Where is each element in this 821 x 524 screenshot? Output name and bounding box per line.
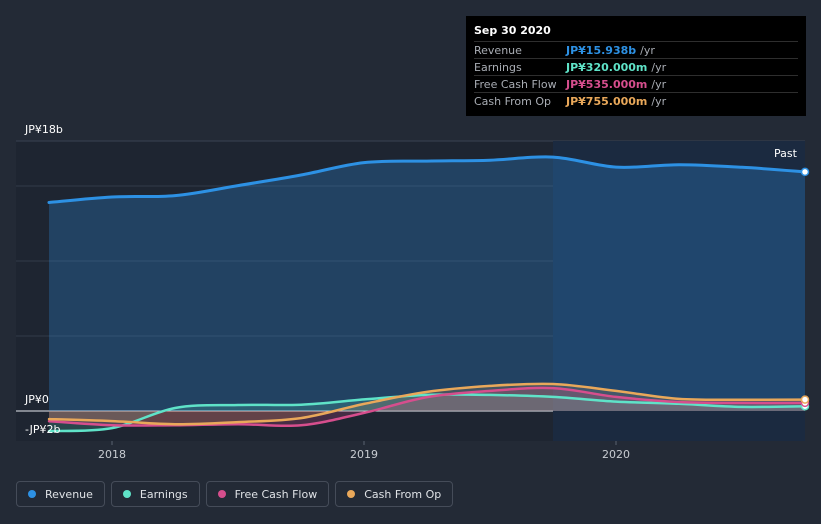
cash-from-op-dot-icon xyxy=(347,490,356,498)
legend-label: Revenue xyxy=(45,487,93,501)
tooltip-label: Cash From Op xyxy=(474,94,552,108)
revenue-dot-icon xyxy=(28,490,36,498)
earnings-dot-icon xyxy=(122,490,131,498)
tooltip-row-free-cash-flow: Free Cash Flow JP¥535.000m /yr xyxy=(474,75,798,92)
series-lines xyxy=(47,155,807,433)
cash-from-op-line xyxy=(47,382,807,426)
tooltip-row-earnings: Earnings JP¥320.000m /yr xyxy=(474,58,798,75)
tooltip-unit: /yr xyxy=(651,94,667,108)
tooltip-row-cash-from-op: Cash From Op JP¥755.000m /yr xyxy=(474,92,798,109)
x-tick-label: 2020 xyxy=(602,448,630,461)
y-axis-top-label: JP¥18b xyxy=(25,123,63,136)
tooltip-value: JP¥15.938b xyxy=(566,43,637,57)
tooltip: Sep 30 2020 Revenue JP¥15.938b /yr Earni… xyxy=(466,16,806,116)
y-axis-zero-label: JP¥0 xyxy=(25,393,49,406)
legend-item-revenue[interactable]: Revenue xyxy=(16,481,105,507)
y-axis-bottom-label: -JP¥2b xyxy=(25,423,61,436)
legend-label: Earnings xyxy=(139,487,188,501)
area-fills xyxy=(49,156,805,432)
tooltip-label: Earnings xyxy=(474,60,522,74)
free-cash-flow-dot-icon xyxy=(217,490,226,498)
revenue-line xyxy=(47,155,807,204)
revenue-area xyxy=(49,156,805,411)
highlight-region xyxy=(553,141,805,441)
legend: Revenue Earnings Free Cash Flow Cash Fro… xyxy=(16,481,454,507)
tooltip-value: JP¥320.000m xyxy=(566,60,648,74)
end-markers xyxy=(800,167,810,411)
tooltip-unit: /yr xyxy=(651,60,667,74)
legend-item-cash-from-op[interactable]: Cash From Op xyxy=(335,481,454,507)
tooltip-date: Sep 30 2020 xyxy=(474,24,551,37)
earnings-line xyxy=(47,393,807,433)
revenue-end-point xyxy=(800,167,810,177)
legend-label: Free Cash Flow xyxy=(234,487,318,501)
tooltip-label: Free Cash Flow xyxy=(474,77,557,91)
legend-item-earnings[interactable]: Earnings xyxy=(110,481,200,507)
cash-from-op-area xyxy=(49,383,805,425)
tooltip-unit: /yr xyxy=(640,43,655,57)
tooltip-unit: /yr xyxy=(651,77,667,91)
earnings-area xyxy=(49,394,805,432)
x-tick-label: 2019 xyxy=(350,448,378,461)
legend-label: Cash From Op xyxy=(364,487,442,501)
past-label: Past xyxy=(774,147,797,160)
tooltip-value: JP¥535.000m xyxy=(566,77,648,91)
tooltip-value: JP¥755.000m xyxy=(566,94,648,108)
tooltip-row-revenue: Revenue JP¥15.938b /yr xyxy=(474,41,798,58)
tooltip-label: Revenue xyxy=(474,43,522,57)
cash-from-op-end-point xyxy=(800,395,810,404)
shaded-region xyxy=(553,141,805,441)
legend-item-free-cash-flow[interactable]: Free Cash Flow xyxy=(205,481,330,507)
x-tick-label: 2018 xyxy=(98,448,126,461)
